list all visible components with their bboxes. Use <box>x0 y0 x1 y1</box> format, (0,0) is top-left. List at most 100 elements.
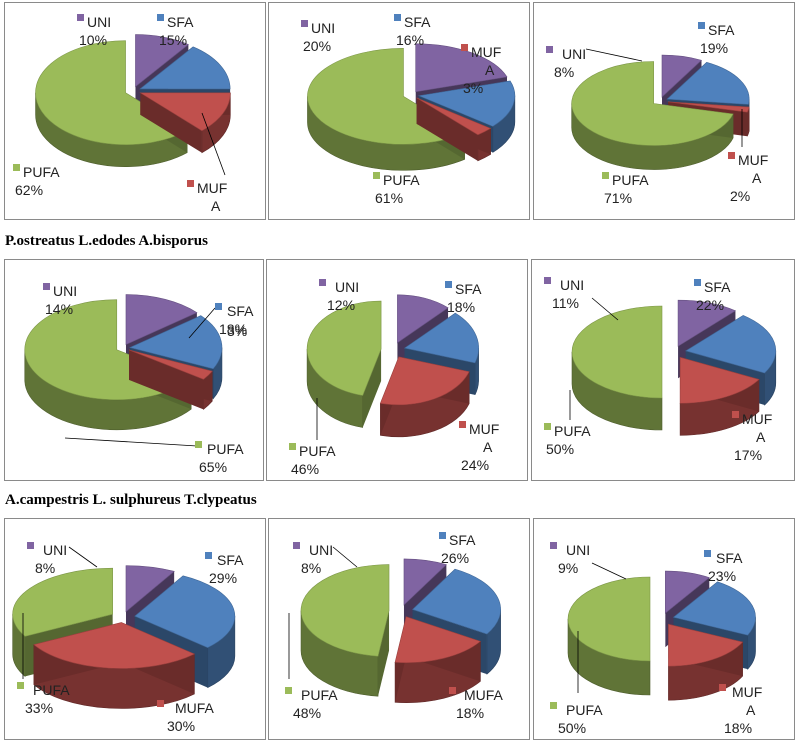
pie-chart-panel-5: UNI 12% SFA 18% MUF A 24% PUFA 46% <box>266 259 528 481</box>
pie-slice-top <box>134 575 236 648</box>
slice-name-label-pufa: PUFA <box>299 443 336 459</box>
slice-value-label-uni: 20% <box>303 38 331 54</box>
pie-slice-top <box>677 299 737 347</box>
slice-name-label-mufa: MUFA <box>175 700 215 716</box>
legend-swatch-mufa <box>461 44 468 51</box>
legend-swatch-uni <box>293 542 300 549</box>
slice-name-label-mufa: MUF <box>471 44 501 60</box>
slice-name-label-mufa: MUF <box>738 152 768 168</box>
species-caption-row-2: A.campestris L. sulphureus T.clypeatus <box>5 492 257 508</box>
slice-value-label-sfa: 26% <box>441 550 469 566</box>
slice-name-label-pufa: PUFA <box>301 687 338 703</box>
slice-value-label-sfa: 22% <box>696 297 724 313</box>
pie-slice-top <box>128 349 213 380</box>
legend-swatch-uni <box>319 279 326 286</box>
pie-slice-top <box>12 567 113 637</box>
legend-swatch-mufa <box>719 684 726 691</box>
pie-chart-svg: UNI 9% SFA 23% MUF A 18% PUFA 50% <box>550 542 762 736</box>
leader-line <box>591 297 619 321</box>
slice-name-label-uni: UNI <box>43 542 67 558</box>
pie-slice-wall <box>129 349 204 410</box>
slice-name-label-pufa: PUFA <box>33 682 70 698</box>
pie-slice-top <box>685 315 777 374</box>
pie-slice-wall <box>377 610 390 697</box>
slice-name-label-uni: UNI <box>311 20 335 36</box>
slice-value-label-mufa: 18% <box>724 720 752 736</box>
slice-value-label-mufa: 3% <box>463 80 483 96</box>
pie-slice-mufa <box>128 349 213 410</box>
slice-name-label-pufa: PUFA <box>383 172 420 188</box>
pie-slice-top <box>571 61 734 146</box>
pie-slice-top <box>139 46 231 90</box>
legend-swatch-sfa <box>394 14 401 21</box>
slice-value-label-pufa: 71% <box>604 190 632 206</box>
slice-value-label-uni: 11% <box>552 295 579 311</box>
slice-value-label-uni: 8% <box>301 560 321 576</box>
leader-line <box>64 437 198 447</box>
pie-slice-top <box>394 616 482 663</box>
slice-value-label-pufa: 50% <box>558 720 586 736</box>
legend-swatch-sfa <box>698 22 705 29</box>
slice-name-label-mufa: A <box>746 702 756 718</box>
pie-slice-top <box>415 43 508 93</box>
legend-swatch-mufa <box>728 152 735 159</box>
slice-name-label-sfa: SFA <box>227 303 254 319</box>
legend-swatch-pufa <box>289 443 296 450</box>
pie-slice-wall <box>140 92 202 153</box>
pie-slice-top <box>300 564 390 657</box>
legend-swatch-pufa <box>602 172 609 179</box>
pie-slice-mufa <box>679 356 760 436</box>
pie-chart-panel-3: UNI 8% SFA 19% MUF A 2% PUFA 71% <box>533 2 795 220</box>
legend-swatch-sfa <box>439 532 446 539</box>
pie-slice-top <box>33 622 196 669</box>
legend-swatch-sfa <box>694 279 701 286</box>
legend-swatch-mufa <box>459 421 466 428</box>
legend-swatch-pufa <box>550 702 557 709</box>
slice-name-label-sfa: SFA <box>167 14 194 30</box>
pie-slice-top <box>397 294 449 344</box>
slice-value-label-mufa: 30% <box>167 718 195 734</box>
slice-value-label-uni: 10% <box>79 32 107 48</box>
slice-value-label-mufa: 24% <box>461 457 489 473</box>
slice-name-label-pufa: PUFA <box>612 172 649 188</box>
pie-slice-mufa <box>416 97 492 162</box>
pie-slice-wall <box>416 97 478 161</box>
pie-chart-panel-8: UNI 8% SFA 26% MUFA 18% PUFA 48% <box>268 518 530 740</box>
legend-swatch-mufa <box>157 700 164 707</box>
slice-name-label-sfa: SFA <box>704 279 731 295</box>
slice-name-label-pufa: PUFA <box>566 702 603 718</box>
legend-swatch-sfa <box>205 552 212 559</box>
pie-chart-svg: UNI 10% SFA 15% MUF A 13% PUFA 62% <box>13 14 231 219</box>
slice-value-label-mufa: 3% <box>227 323 247 339</box>
slice-value-label-pufa: 65% <box>199 459 227 475</box>
slice-name-label-mufa: MUF <box>732 684 762 700</box>
pie-chart-panel-9: UNI 9% SFA 23% MUF A 18% PUFA 50% <box>533 518 795 740</box>
legend-swatch-mufa <box>449 687 456 694</box>
pie-slice-top <box>306 300 382 396</box>
pie-slice-top <box>412 568 501 635</box>
pie-slice-top <box>135 34 189 88</box>
pie-chart-panel-6: UNI 11% SFA 22% MUF A 17% PUFA 50% <box>531 259 795 481</box>
pie-slice-top <box>666 62 750 105</box>
legend-swatch-uni <box>301 20 308 27</box>
leader-line <box>201 112 226 176</box>
slice-value-label-pufa: 46% <box>291 461 319 477</box>
pie-slice-top <box>665 570 710 614</box>
pie-slice-top <box>667 101 750 113</box>
legend-swatch-uni <box>27 542 34 549</box>
slice-name-label-mufa: A <box>756 429 766 445</box>
slice-name-label-mufa: A <box>485 62 495 78</box>
slice-value-label-sfa: 15% <box>159 32 187 48</box>
pie-slice-mufa <box>379 356 470 438</box>
slice-value-label-uni: 8% <box>35 560 55 576</box>
legend-swatch-pufa <box>373 172 380 179</box>
slice-name-label-pufa: PUFA <box>554 423 591 439</box>
legend-swatch-sfa <box>704 550 711 557</box>
pie-chart-svg: UNI 8% SFA 19% MUF A2% PUFA 71% <box>546 22 768 206</box>
legend-swatch-mufa <box>732 411 739 418</box>
pie-slice-mufa <box>33 622 196 709</box>
slice-name-label-sfa: SFA <box>708 22 735 38</box>
slice-value-label-mufa: 18% <box>456 705 484 721</box>
legend-swatch-pufa <box>285 687 292 694</box>
slice-name-label-uni: UNI <box>562 46 586 62</box>
